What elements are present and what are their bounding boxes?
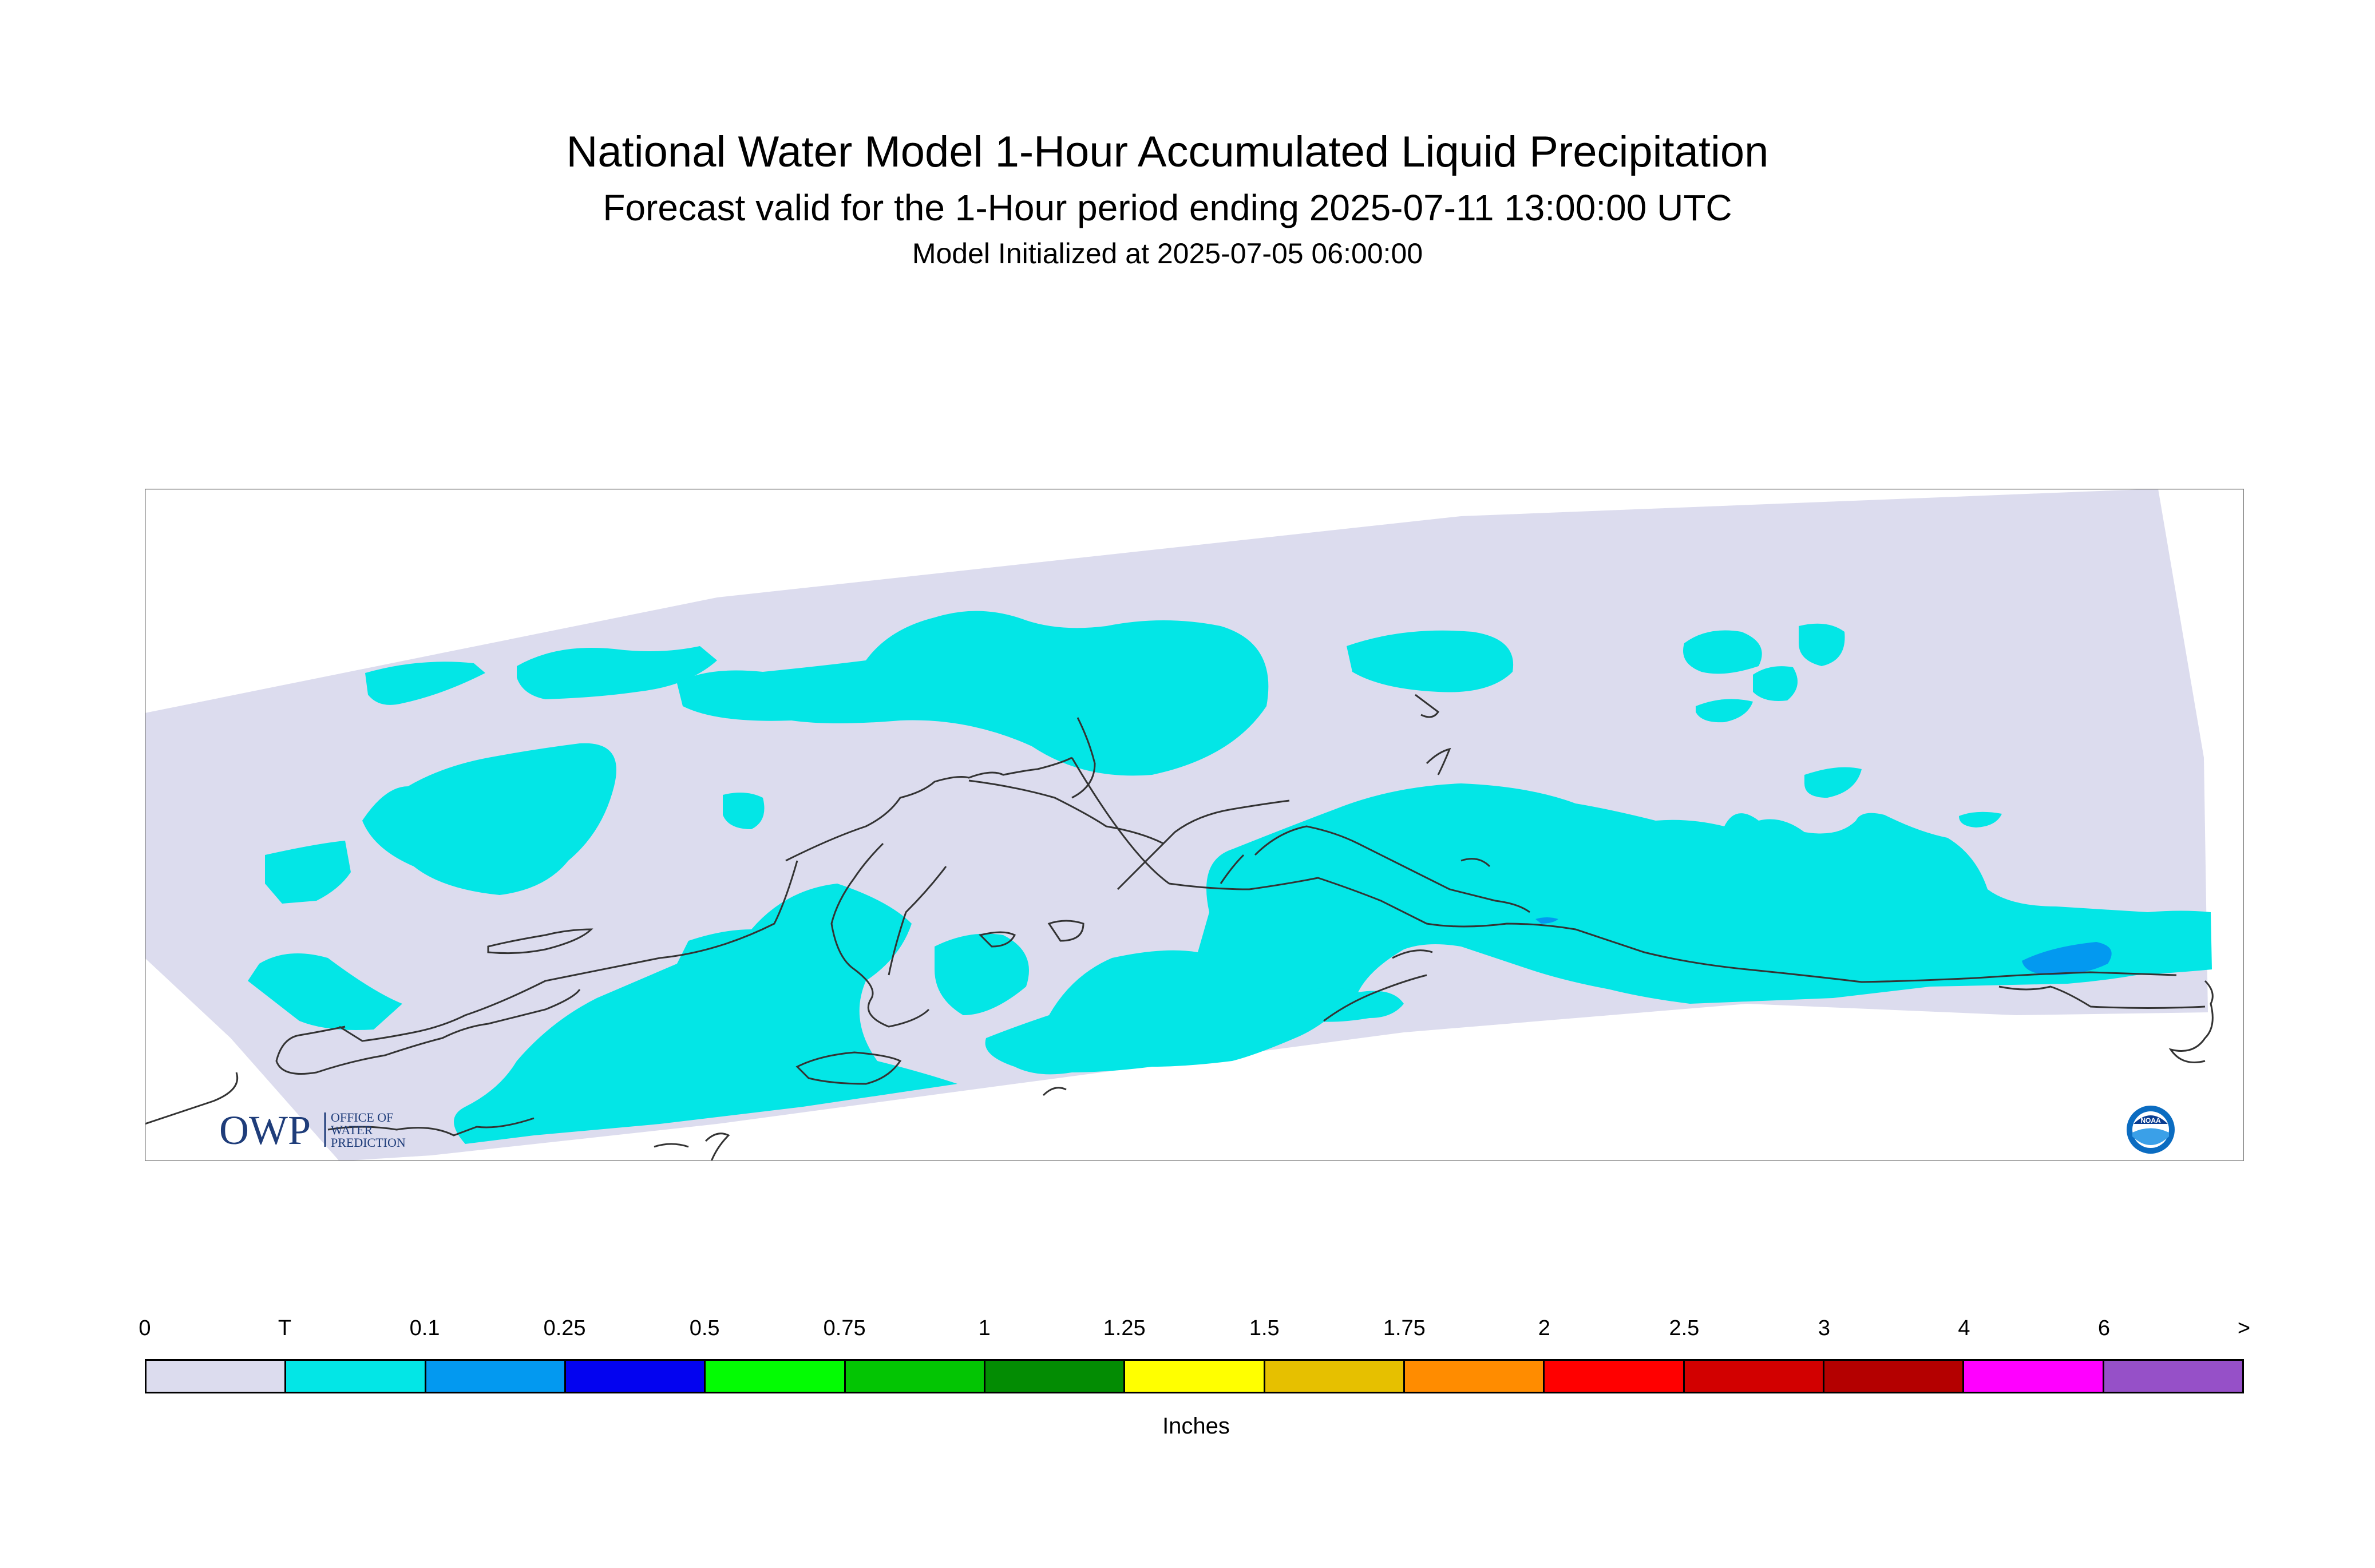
owp-logo-line-3: PREDICTION [331,1135,406,1150]
legend-tick-label: 0.75 [823,1316,866,1340]
legend-swatch [985,1361,1126,1392]
legend-tick-label: 2.5 [1669,1316,1700,1340]
legend-tick-label: 1.5 [1249,1316,1280,1340]
legend-tick-label: 0 [138,1316,151,1340]
model-init-line: Model Initialized at 2025-07-05 06:00:00 [912,237,1423,270]
owp-logo-line-1: OFFICE OF [331,1110,393,1124]
legend-tick-label: 1.75 [1383,1316,1426,1340]
legend-tick-label: 2 [1538,1316,1550,1340]
legend-swatch [1684,1361,1824,1392]
map-subtitle: Forecast valid for the 1-Hour period end… [603,187,1732,228]
owp-logo-mark: OWP [219,1107,311,1153]
legend-units: Inches [1162,1413,1230,1439]
legend-swatch [286,1361,426,1392]
legend-tick-label: 0.5 [689,1316,720,1340]
noaa-logo: NOAA [2127,1106,2175,1154]
map-title: National Water Model 1-Hour Accumulated … [566,128,1769,176]
legend-tick-label: 0.25 [543,1316,586,1340]
legend-swatch [565,1361,706,1392]
owp-logo: OWP OFFICE OF WATER PREDICTION [219,1107,406,1153]
legend-swatch [1265,1361,1405,1392]
noaa-logo-text: NOAA [2140,1116,2161,1124]
legend-swatch [706,1361,846,1392]
legend-color-bar [145,1359,2244,1393]
legend-swatch [1404,1361,1545,1392]
legend-tick-label: T [278,1316,292,1340]
legend-tick-label: 4 [1958,1316,1970,1340]
coastlines [145,694,2214,1161]
owp-logo-line-2: WATER [331,1123,373,1137]
legend-labels: 0 T 0.1 0.25 0.5 0.75 1 1.25 1.5 1.75 2 2.5 3 4 6 > [0,1316,2375,1351]
legend-tick-label: 3 [1818,1316,1830,1340]
trace-precip-areas [248,611,2212,1144]
legend-tick-label: 1 [978,1316,991,1340]
precipitation-map: OWP OFFICE OF WATER PREDICTION NOAA [145,489,2244,1161]
legend-tick-label: > [2237,1316,2251,1340]
legend-swatch [1545,1361,1685,1392]
light-precip-small [1535,917,1558,924]
legend-swatch [1964,1361,2104,1392]
legend-swatch [147,1361,287,1392]
legend-swatch [1824,1361,1965,1392]
legend-tick-label: 1.25 [1103,1316,1146,1340]
light-precip-area [2022,942,2112,975]
legend-swatch [2104,1361,2242,1392]
legend-swatch [426,1361,566,1392]
legend-tick-label: 0.1 [409,1316,440,1340]
legend-swatch [1125,1361,1265,1392]
legend-tick-label: 6 [2097,1316,2111,1340]
legend-swatch [845,1361,985,1392]
